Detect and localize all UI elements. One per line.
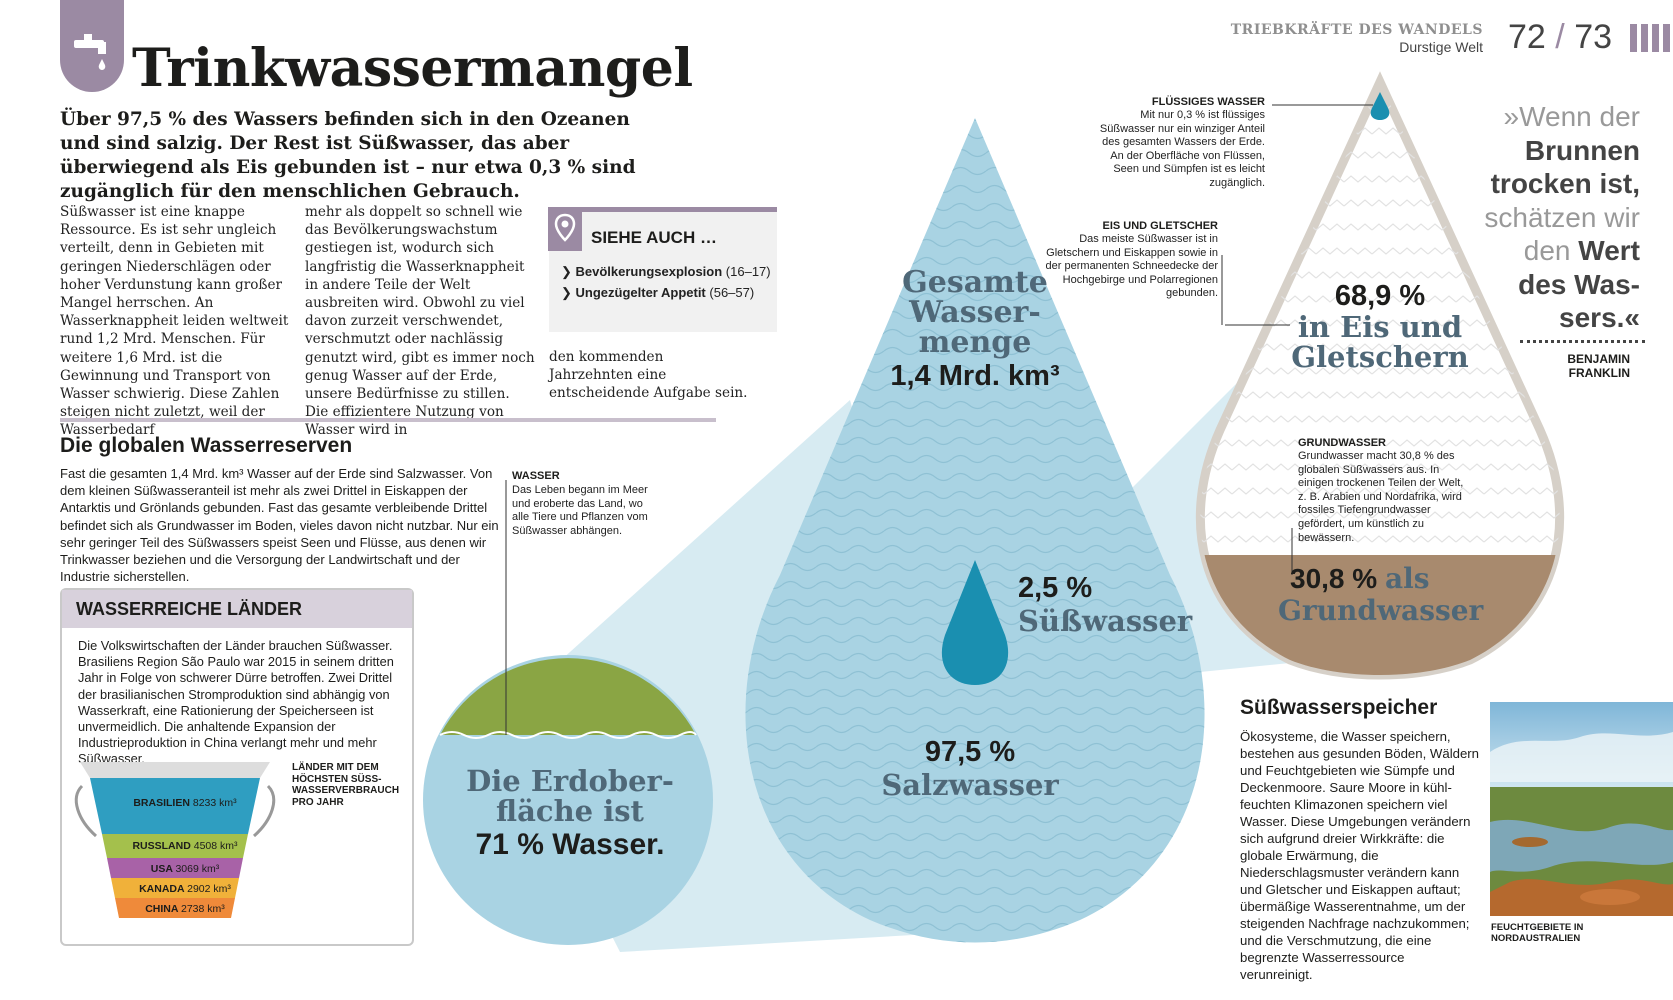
groundwater-label: Grundwasser bbox=[1278, 594, 1484, 627]
reserves-text: Fast die gesamten 1,4 Mrd. km³ Wasser au… bbox=[60, 466, 499, 585]
body-column-2: mehr als doppelt so schnell wie das Bevö… bbox=[305, 204, 535, 439]
freshwater-drop bbox=[941, 560, 1009, 685]
liquid-water-text: Mit nur 0,3 % ist flüssiges Süßwasser nu… bbox=[1099, 109, 1265, 189]
section-divider bbox=[60, 418, 716, 422]
bucket-band-usa: USA 3069 km³ bbox=[150, 863, 220, 875]
freshwater-label: Süßwasser bbox=[1018, 604, 1193, 638]
countries-box: WASSERREICHE LÄNDER Die Volkswirtschafte… bbox=[60, 588, 414, 946]
running-subtitle: Durstige Welt bbox=[1399, 39, 1483, 55]
ice-value: 68,9 % bbox=[1334, 280, 1426, 312]
quote: »Wenn der Brunnen trocken ist, schätzen … bbox=[1484, 101, 1640, 333]
earth-surface-value: 71 % Wasser. bbox=[475, 828, 665, 861]
total-water-value: 1,4 Mrd. km³ bbox=[890, 360, 1060, 392]
bucket-band-brazil: BRASILIEN 8233 km³ bbox=[133, 797, 237, 809]
saltwater-label: Salzwasser bbox=[881, 768, 1059, 802]
wetland-photo bbox=[1490, 702, 1673, 916]
location-pin-icon bbox=[548, 207, 582, 251]
countries-heading: WASSERREICHE LÄNDER bbox=[76, 599, 303, 619]
see-also-item[interactable]: ❯ Bevölkerungsexplosion (16–17) bbox=[561, 264, 771, 279]
see-also-heading: SIEHE AUCH … bbox=[591, 228, 717, 247]
saltwater-value: 97,5 % bbox=[924, 736, 1016, 768]
water-annotation-title: WASSER bbox=[512, 470, 560, 482]
liquid-water-title: FLÜSSIGES WASSER bbox=[1151, 96, 1265, 108]
bucket-chart bbox=[74, 762, 276, 918]
groundwater-annotation-title: GRUNDWASSER bbox=[1298, 437, 1387, 449]
groundwater-annotation-text: Grundwasser macht 30,8 % des globalen Sü… bbox=[1298, 450, 1464, 544]
earth-surface-label: Die Erdober-fläche ist bbox=[466, 764, 674, 828]
liquid-water-drop-icon bbox=[1370, 92, 1390, 120]
running-title: TRIEBKRÄFTE DES WANDELS bbox=[1230, 22, 1483, 38]
see-also-box: SIEHE AUCH … ❯ Bevölkerungsexplosion (16… bbox=[548, 207, 777, 332]
total-water-label: Gesamte Wasser-menge bbox=[902, 265, 1048, 360]
groundwater-value: 30,8 % als bbox=[1290, 562, 1430, 595]
intro-text: Über 97,5 % des Wassers befinden sich in… bbox=[60, 109, 636, 202]
page-left: 72 bbox=[1508, 18, 1546, 56]
bucket-band-china: CHINA 2738 km³ bbox=[145, 903, 225, 915]
page-title: Trinkwassermangel bbox=[132, 38, 693, 99]
freshwater-value: 2,5 % bbox=[1018, 572, 1093, 604]
bucket-legend: LÄNDER MIT DEM HÖCHSTEN SÜSS-WASSERVERBR… bbox=[292, 762, 400, 808]
ice-annotation-title: EIS UND GLETSCHER bbox=[1102, 220, 1218, 232]
reserves-heading: Die globalen Wasserreserven bbox=[60, 434, 353, 457]
ice-annotation-text: Das meiste Süßwasser ist in Gletschern u… bbox=[1045, 233, 1218, 300]
body-column-3: den kommenden Jahrzehnten eine entscheid… bbox=[549, 349, 748, 402]
quote-divider bbox=[1520, 340, 1645, 343]
photo-caption: FEUCHTGEBIETE IN NORDAUSTRALIEN bbox=[1491, 922, 1584, 944]
bucket-band-canada: KANADA 2902 km³ bbox=[139, 883, 231, 895]
storage-heading: Süßwasserspeicher bbox=[1240, 696, 1438, 719]
storage-text: Ökosysteme, die Wasser speichern, besteh… bbox=[1240, 729, 1480, 982]
water-annotation-text: Das Leben begann im Meer und eroberte da… bbox=[512, 484, 648, 537]
countries-text: Die Volkswirtschaften der Länder brauche… bbox=[78, 638, 394, 767]
page-numbers: 72 / 73 bbox=[1508, 18, 1612, 57]
ice-label: in Eis und Gletschern bbox=[1291, 310, 1469, 374]
page-separator: / bbox=[1555, 18, 1565, 56]
page-right: 73 bbox=[1574, 18, 1613, 56]
stripes-icon bbox=[1630, 24, 1670, 52]
see-also-item[interactable]: ❯ Ungezügelter Appetit (56–57) bbox=[561, 285, 755, 300]
bucket-band-russia: RUSSLAND 4508 km³ bbox=[132, 840, 238, 852]
faucet-icon bbox=[60, 0, 124, 92]
body-column-1: Süßwasser ist eine knappe Ressource. Es … bbox=[60, 204, 289, 439]
quote-author: BENJAMIN FRANKLIN bbox=[1567, 352, 1630, 380]
